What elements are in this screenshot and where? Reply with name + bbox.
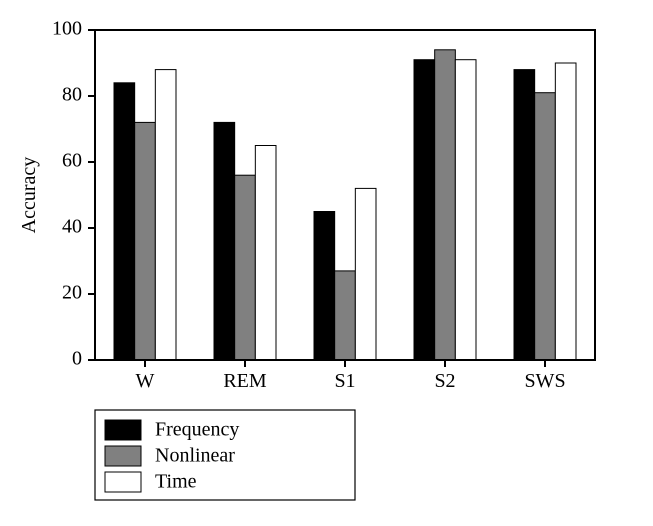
legend-label: Nonlinear (155, 445, 235, 467)
xtick-label: W (136, 370, 155, 392)
legend-swatch (105, 446, 141, 466)
legend-label: Frequency (155, 419, 239, 441)
legend-label: Time (155, 471, 197, 493)
ytick-label: 80 (62, 84, 82, 106)
ytick-label: 40 (62, 216, 82, 238)
ytick-label: 100 (52, 18, 82, 40)
bar (314, 212, 335, 361)
legend-swatch (105, 420, 141, 440)
bar (135, 122, 156, 360)
xtick-label: S1 (334, 370, 355, 392)
bar (555, 63, 576, 360)
ytick-label: 20 (62, 282, 82, 304)
bar (114, 83, 135, 360)
ytick-label: 0 (72, 348, 82, 370)
xtick-label: REM (223, 370, 267, 392)
bar (414, 60, 435, 360)
legend-swatch (105, 472, 141, 492)
ytick-label: 60 (62, 150, 82, 172)
accuracy-bar-chart: 0 20 40 60 80 100 W REM S1 S2 SWS Accuracy Frequency… (0, 0, 653, 526)
bar (535, 93, 556, 360)
bar (155, 70, 176, 360)
bar (235, 175, 256, 360)
bar (514, 70, 535, 360)
xtick-label: S2 (434, 370, 455, 392)
bar (435, 50, 456, 360)
bar (214, 122, 235, 360)
bar (355, 188, 376, 360)
bar (455, 60, 476, 360)
bar (335, 271, 356, 360)
xtick-label: SWS (524, 370, 565, 392)
bar (255, 146, 276, 361)
y-axis-label: Accuracy (18, 157, 40, 234)
